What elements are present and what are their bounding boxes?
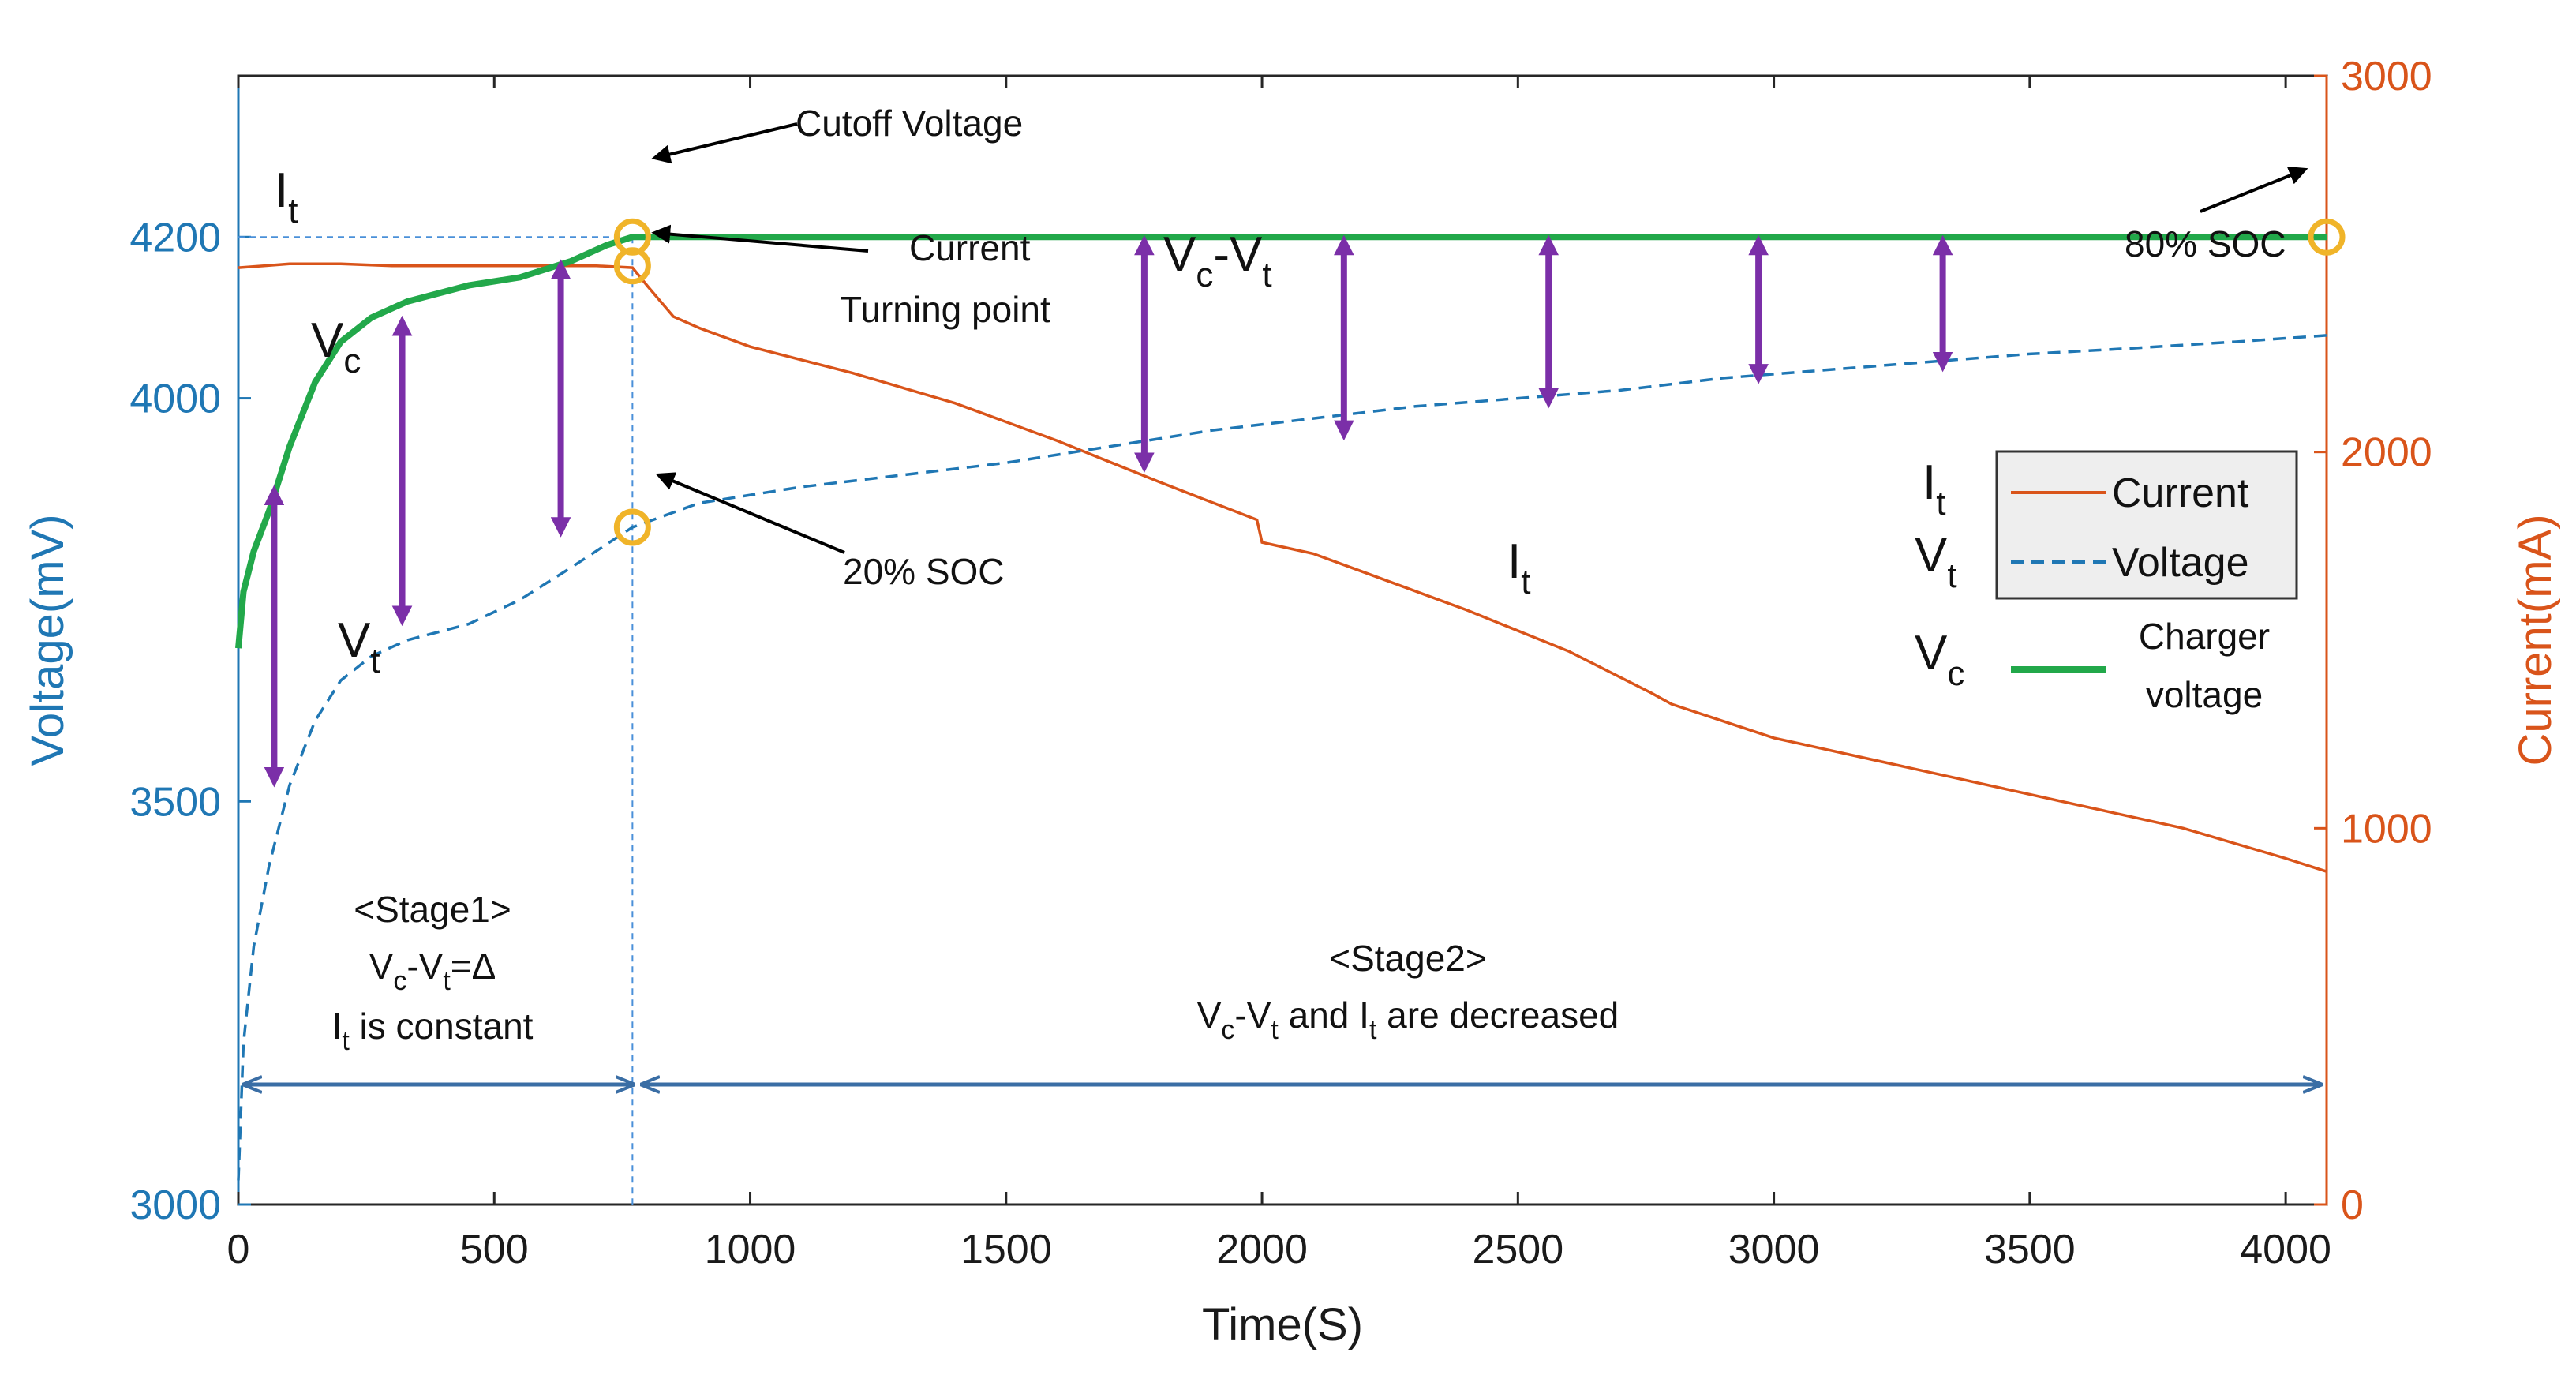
current-turning-label-line2: Turning point bbox=[840, 289, 1050, 330]
stage1-title: <Stage1> bbox=[354, 889, 511, 930]
right-tick-label: 0 bbox=[2341, 1182, 2364, 1228]
x-axis-ticks: 0 500 1000 1500 2000 2500 3000 3500 4000 bbox=[227, 76, 2331, 1272]
point-marker bbox=[613, 247, 651, 285]
x-tick-label: 3500 bbox=[1984, 1227, 2076, 1272]
legend-box bbox=[1995, 450, 2298, 600]
vc-vt-difference-arrows bbox=[264, 234, 1953, 788]
stage1-description: It is constant bbox=[332, 1006, 534, 1056]
cutoff-callout-arrow bbox=[651, 122, 798, 164]
cutoff-voltage-label: Cutoff Voltage bbox=[796, 103, 1023, 144]
current-curve-label-top: It bbox=[275, 163, 298, 230]
legend-current-label: Current bbox=[2112, 470, 2249, 516]
right-axis-ticks: 0 1000 2000 3000 bbox=[2314, 54, 2432, 1228]
legend: Current Voltage Charger voltage It Vt Vc bbox=[1915, 450, 2298, 715]
point-markers bbox=[613, 218, 2346, 546]
soc80-label: 80% SOC bbox=[2125, 223, 2286, 264]
voltage-curve-label: Vt bbox=[338, 613, 380, 680]
soc80-callout-arrow bbox=[2200, 167, 2308, 213]
left-axis-ticks: 3000 3500 4000 4200 bbox=[129, 215, 251, 1228]
x-tick-label: 2500 bbox=[1472, 1227, 1563, 1272]
x-tick-label: 4000 bbox=[2240, 1227, 2331, 1272]
stage2-title: <Stage2> bbox=[1329, 938, 1487, 979]
legend-symbol-voltage: Vt bbox=[1915, 528, 1957, 595]
legend-symbol-charger: Vc bbox=[1915, 626, 1964, 693]
vc-vt-label: Vc-Vt bbox=[1163, 227, 1272, 294]
charger-curve-label: Vc bbox=[311, 313, 361, 380]
voltage-series-line bbox=[237, 334, 2327, 1181]
current-turning-label-line1: Current bbox=[909, 227, 1031, 268]
right-axis-label: Current(mA) bbox=[2510, 514, 2561, 766]
stage1-formula: Vc-Vt=Δ bbox=[369, 946, 496, 996]
point-marker bbox=[2308, 218, 2346, 256]
left-tick-label: 4200 bbox=[129, 215, 221, 260]
left-tick-label: 4000 bbox=[129, 377, 221, 422]
left-tick-label: 3000 bbox=[129, 1182, 221, 1228]
soc20-label: 20% SOC bbox=[843, 551, 1005, 592]
x-axis-label: Time(S) bbox=[1202, 1299, 1363, 1351]
point-marker bbox=[613, 508, 651, 546]
legend-charger-label-line2: voltage bbox=[2146, 674, 2263, 715]
x-tick-label: 2000 bbox=[1216, 1227, 1308, 1272]
soc20-callout-arrow bbox=[655, 472, 845, 554]
current-series-line bbox=[238, 262, 2327, 873]
current-curve-label-mid: It bbox=[1507, 534, 1530, 601]
legend-charger-label-line1: Charger bbox=[2139, 616, 2270, 657]
legend-voltage-label: Voltage bbox=[2112, 540, 2249, 586]
stage2-description: Vc-Vt and It are decreased bbox=[1197, 995, 1619, 1045]
left-tick-label: 3500 bbox=[129, 779, 221, 825]
charger-voltage-series-line bbox=[235, 234, 2327, 649]
legend-symbol-current: It bbox=[1923, 455, 1945, 523]
x-tick-label: 1000 bbox=[705, 1227, 796, 1272]
right-tick-label: 1000 bbox=[2341, 806, 2432, 852]
x-tick-label: 500 bbox=[460, 1227, 529, 1272]
x-tick-label: 3000 bbox=[1728, 1227, 1820, 1272]
left-axis-label: Voltage(mV) bbox=[22, 514, 73, 766]
point-marker bbox=[613, 218, 651, 256]
x-tick-label: 1500 bbox=[960, 1227, 1052, 1272]
right-tick-label: 3000 bbox=[2341, 54, 2432, 99]
current-callout-arrow bbox=[651, 224, 869, 253]
right-tick-label: 2000 bbox=[2341, 430, 2432, 476]
x-tick-label: 0 bbox=[227, 1227, 250, 1272]
